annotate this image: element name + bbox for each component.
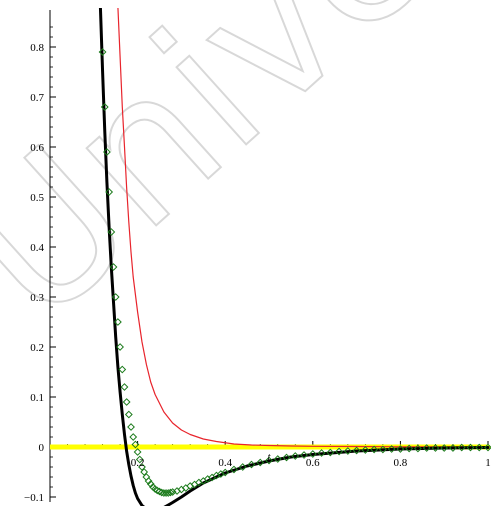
x-tick-label: 0.2	[131, 457, 145, 469]
data-point-diamond	[113, 318, 122, 326]
data-point-diamond	[103, 148, 111, 156]
data-point-diamond	[122, 398, 131, 406]
data-point-diamond	[109, 263, 118, 271]
y-tick-label: 0.6	[30, 142, 44, 154]
data-point-diamond	[387, 445, 396, 453]
data-point-diamond	[166, 488, 175, 497]
y-tick-label: 0.4	[30, 242, 44, 254]
tick-labels: −0.1 0 0.1 0.2 0.3 0.4 0.5 0.6 0.7 0.8 0.2 0.4 0.6 0.…	[24, 42, 491, 504]
data-point-diamond	[352, 446, 361, 455]
data-point-diamond	[440, 444, 449, 452]
y-tick-label: 0	[39, 442, 45, 454]
data-point-diamond	[144, 477, 153, 485]
data-point-diamond	[155, 487, 164, 496]
series-line	[98, 8, 490, 506]
x-tick-label: 0.4	[218, 457, 232, 469]
data-point-diamond	[107, 228, 116, 236]
y-tick-label: −0.1	[24, 492, 44, 504]
data-point-diamond	[98, 48, 107, 56]
y-tick-label: 0.5	[30, 192, 44, 204]
data-point-diamond	[238, 463, 247, 471]
data-point-diamond	[396, 445, 405, 453]
data-point-diamond	[265, 456, 273, 465]
data-point-diamond	[414, 444, 422, 453]
data-point-diamond	[422, 444, 431, 452]
data-point-diamond	[484, 443, 491, 452]
data-point-diamond	[291, 452, 300, 460]
data-point-diamond	[118, 365, 127, 374]
data-point-diamond	[475, 443, 484, 452]
data-point-diamond	[370, 445, 379, 454]
data-point-diamond	[127, 423, 135, 431]
data-point-diamond	[168, 488, 177, 496]
data-point-diamond	[146, 480, 155, 488]
x-tick-label: 1	[485, 457, 491, 469]
data-point-diamond	[247, 460, 256, 469]
watermark-text: Univer	[0, 0, 491, 364]
data-point-diamond	[221, 468, 230, 477]
data-point-diamond	[105, 188, 114, 196]
x-axis-title: t	[268, 452, 271, 463]
data-point-diamond	[466, 443, 475, 452]
y-tick-label: 0.7	[30, 92, 44, 104]
data-point-diamond	[138, 463, 146, 471]
data-point-diamond	[230, 465, 238, 474]
series-layer	[50, 8, 491, 506]
data-point-diamond	[131, 440, 140, 449]
data-point-diamond	[308, 450, 317, 458]
data-point-diamond	[343, 447, 352, 455]
data-point-diamond	[133, 448, 142, 456]
data-point-diamond	[361, 446, 370, 454]
data-point-diamond	[273, 455, 282, 463]
data-point-diamond	[256, 458, 265, 467]
data-point-diamond	[317, 449, 326, 457]
data-point-diamond	[378, 445, 387, 454]
data-point-diamond	[457, 443, 466, 452]
data-point-diamond	[140, 468, 149, 476]
y-tick-label: 0.3	[30, 292, 44, 304]
data-point-diamond	[335, 447, 343, 456]
data-point-diamond	[129, 433, 138, 441]
y-tick-label: 0.8	[30, 42, 44, 54]
x-tick-label: 0.8	[394, 457, 408, 469]
x-tick-label: 0.6	[306, 457, 320, 469]
data-point-diamond	[431, 444, 440, 452]
data-point-diamond	[120, 383, 129, 391]
series-line	[117, 8, 489, 448]
data-point-diamond	[405, 444, 414, 453]
data-point-diamond	[135, 455, 144, 464]
data-point-diamond	[111, 293, 120, 301]
data-point-diamond	[124, 410, 133, 419]
y-tick-label: 0.1	[30, 392, 44, 404]
y-tick-label: 0.2	[30, 342, 44, 354]
data-point-diamond	[300, 451, 308, 459]
watermark: Univer	[0, 0, 491, 364]
data-point-diamond	[100, 103, 109, 111]
data-point-diamond	[153, 486, 162, 495]
data-point-diamond	[326, 448, 335, 457]
data-point-diamond	[449, 444, 457, 452]
data-point-diamond	[282, 453, 291, 462]
data-point-diamond	[116, 343, 124, 351]
data-point-diamond	[164, 489, 173, 497]
